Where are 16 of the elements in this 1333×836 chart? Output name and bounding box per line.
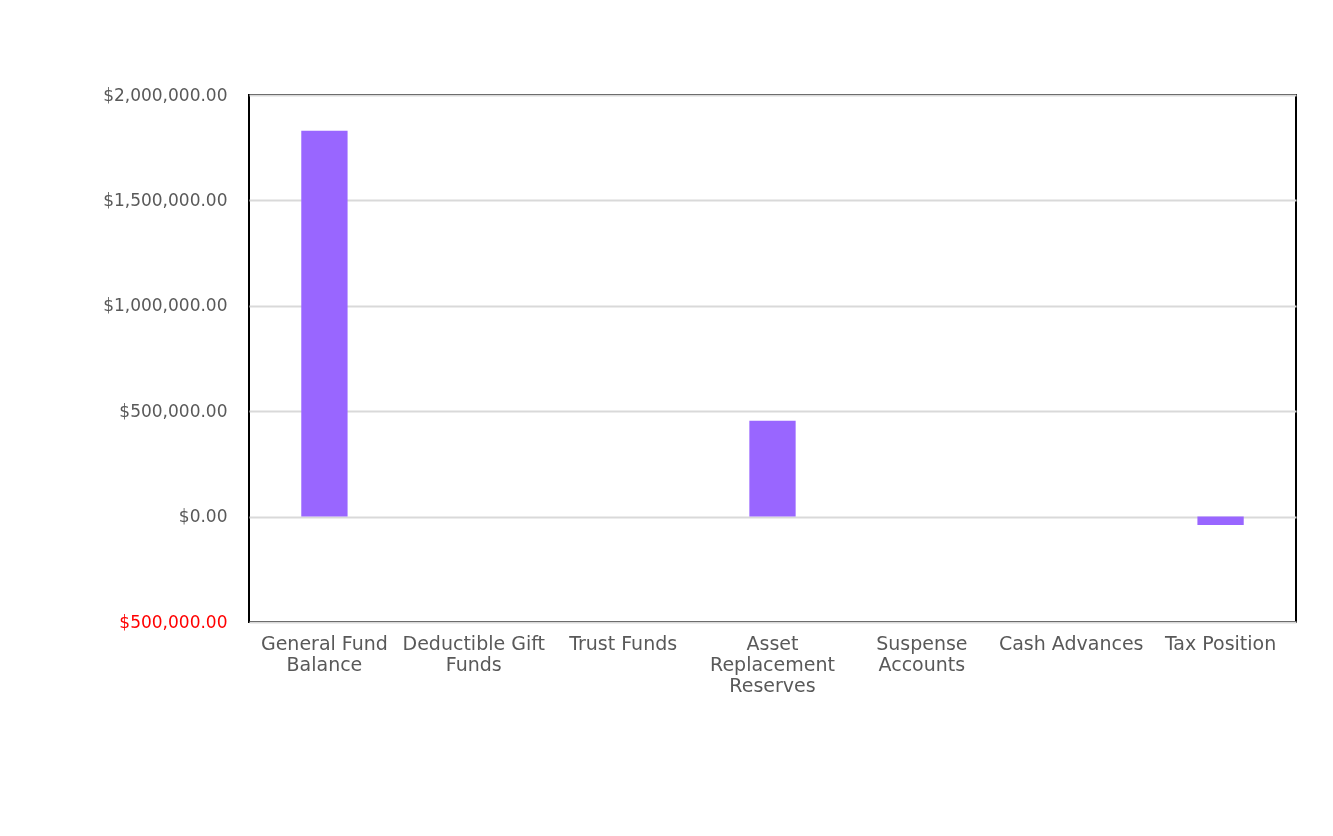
x-tick-label: Deductible Gift Funds (402, 631, 546, 675)
bar (301, 130, 348, 517)
y-tick-label: $2,000,000.00 (103, 84, 228, 105)
x-tick-label: Trust Funds (568, 631, 678, 654)
x-tick-label: General Fund Balance (260, 631, 388, 675)
y-tick-label: $0.00 (178, 506, 228, 527)
bar (749, 420, 796, 517)
y-tick-label: $1,000,000.00 (103, 295, 228, 316)
x-tick-label: Asset Replacement Reserves (710, 631, 835, 696)
y-tick-label: $500,000.00 (119, 400, 228, 421)
x-tick-label: Suspense Accounts (876, 631, 968, 675)
y-tick-label: $500,000.00 (119, 611, 228, 632)
x-tick-label: Cash Advances (998, 631, 1144, 654)
bar (1197, 516, 1244, 526)
y-tick-label: $1,500,000.00 (103, 189, 228, 210)
x-tick-label: Tax Position (1163, 631, 1277, 654)
